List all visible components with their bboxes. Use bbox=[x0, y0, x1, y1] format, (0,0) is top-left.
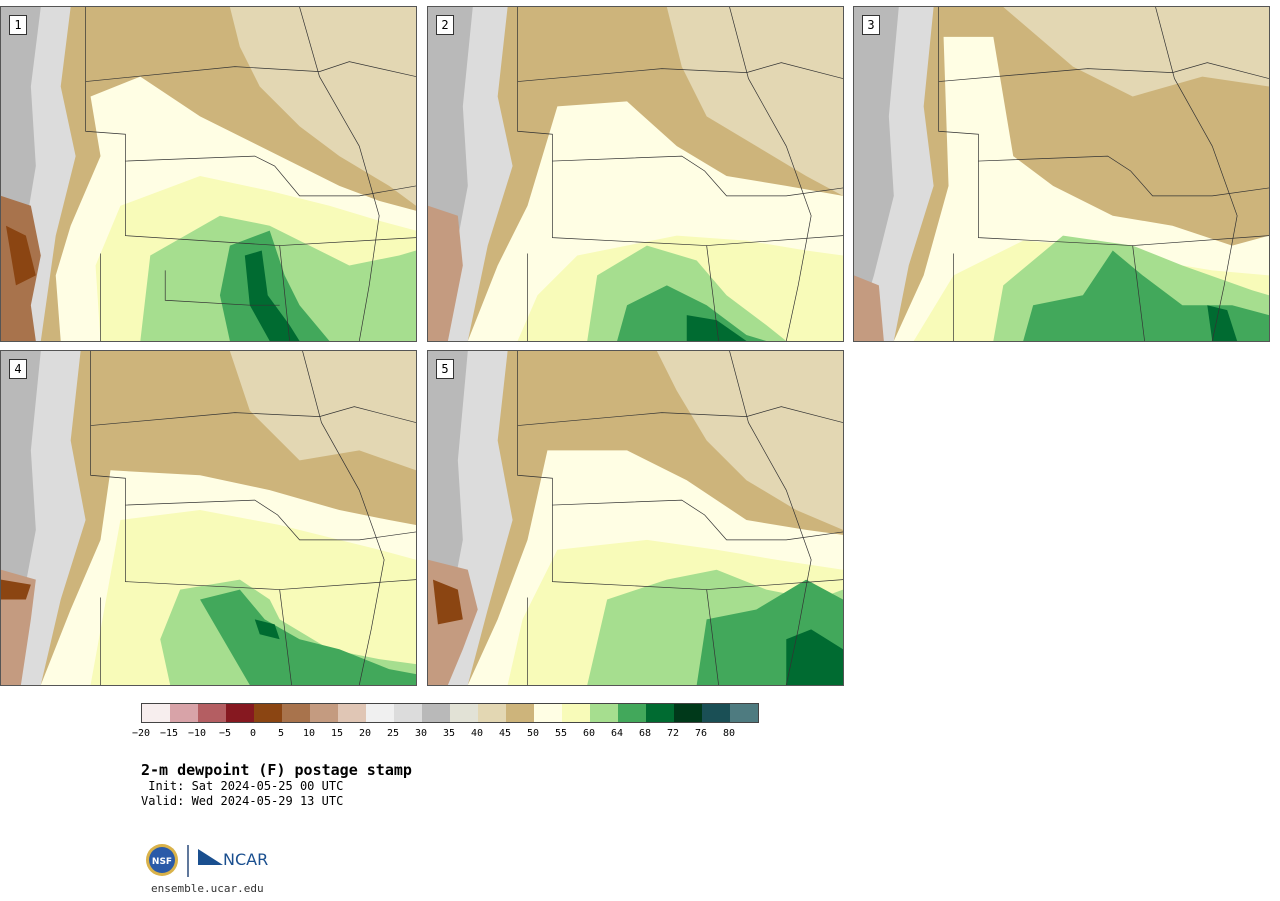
logo-nsf-text: NSF bbox=[152, 857, 172, 867]
colorbar-ticks: −20 −15 −10 −5 0 5 10 15 20 25 30 35 40 45 50 55 60 64 68 7… bbox=[132, 728, 761, 742]
dewpoint-map bbox=[428, 351, 843, 685]
colorbar-swatch bbox=[562, 704, 590, 722]
colorbar-swatch bbox=[730, 704, 758, 722]
colorbar-tick-label: 50 bbox=[526, 728, 540, 739]
dewpoint-map bbox=[854, 7, 1269, 341]
colorbar-swatch bbox=[310, 704, 338, 722]
colorbar-tick-label: −15 bbox=[159, 728, 179, 739]
colorbar-swatch bbox=[366, 704, 394, 722]
colorbar-swatch bbox=[142, 704, 170, 722]
stamp-panel-3: 3 bbox=[853, 6, 1270, 342]
dewpoint-map bbox=[1, 351, 416, 685]
colorbar-tick-label: −10 bbox=[187, 728, 207, 739]
colorbar-swatch bbox=[506, 704, 534, 722]
colorbar-tick-label: 64 bbox=[610, 728, 624, 739]
colorbar-swatch bbox=[702, 704, 730, 722]
nsf-ncar-logo: NSF NCAR bbox=[145, 843, 275, 879]
colorbar-tick-label: 35 bbox=[442, 728, 456, 739]
colorbar-tick-label: 60 bbox=[582, 728, 596, 739]
colorbar-swatch bbox=[674, 704, 702, 722]
colorbar-tick-label: 68 bbox=[638, 728, 652, 739]
colorbar-swatch bbox=[254, 704, 282, 722]
colorbar-tick-label: 5 bbox=[277, 728, 285, 739]
stamp-panel-4: 4 bbox=[0, 350, 417, 686]
init-time: Init: Sat 2024-05-25 00 UTC bbox=[141, 779, 344, 793]
colorbar-tick-label: 80 bbox=[722, 728, 736, 739]
panel-label: 3 bbox=[862, 15, 880, 35]
stamp-panel-2: 2 bbox=[427, 6, 844, 342]
website-url: ensemble.ucar.edu bbox=[151, 882, 264, 895]
valid-time: Valid: Wed 2024-05-29 13 UTC bbox=[141, 794, 344, 808]
colorbar-swatch bbox=[534, 704, 562, 722]
colorbar-tick-label: −5 bbox=[218, 728, 232, 739]
colorbar-tick-label: −20 bbox=[131, 728, 151, 739]
dewpoint-map bbox=[428, 7, 843, 341]
dewpoint-map bbox=[1, 7, 416, 341]
colorbar-swatch bbox=[646, 704, 674, 722]
colorbar-tick-label: 10 bbox=[302, 728, 316, 739]
stamp-panel-5: 5 bbox=[427, 350, 844, 686]
colorbar-swatch bbox=[590, 704, 618, 722]
colorbar-tick-label: 30 bbox=[414, 728, 428, 739]
colorbar-tick-label: 40 bbox=[470, 728, 484, 739]
logo-ncar-text: NCAR bbox=[223, 850, 268, 869]
panel-label: 1 bbox=[9, 15, 27, 35]
colorbar-tick-label: 76 bbox=[694, 728, 708, 739]
colorbar-tick-label: 20 bbox=[358, 728, 372, 739]
colorbar-swatch bbox=[170, 704, 198, 722]
colorbar-swatch bbox=[422, 704, 450, 722]
dewpoint-colorbar bbox=[141, 703, 759, 723]
colorbar-tick-label: 25 bbox=[386, 728, 400, 739]
panel-label: 5 bbox=[436, 359, 454, 379]
colorbar-swatch bbox=[450, 704, 478, 722]
chart-title: 2-m dewpoint (F) postage stamp bbox=[141, 761, 412, 779]
colorbar-tick-label: 55 bbox=[554, 728, 568, 739]
colorbar-swatch bbox=[394, 704, 422, 722]
colorbar-tick-label: 72 bbox=[666, 728, 680, 739]
colorbar-swatch bbox=[478, 704, 506, 722]
stamp-panel-1: 1 bbox=[0, 6, 417, 342]
panel-label: 4 bbox=[9, 359, 27, 379]
colorbar-swatch bbox=[198, 704, 226, 722]
colorbar-swatch bbox=[618, 704, 646, 722]
colorbar-swatch bbox=[282, 704, 310, 722]
colorbar-tick-label: 45 bbox=[498, 728, 512, 739]
panel-label: 2 bbox=[436, 15, 454, 35]
colorbar-tick-label: 0 bbox=[249, 728, 257, 739]
colorbar-swatch bbox=[338, 704, 366, 722]
colorbar-swatch bbox=[226, 704, 254, 722]
colorbar-tick-label: 15 bbox=[330, 728, 344, 739]
